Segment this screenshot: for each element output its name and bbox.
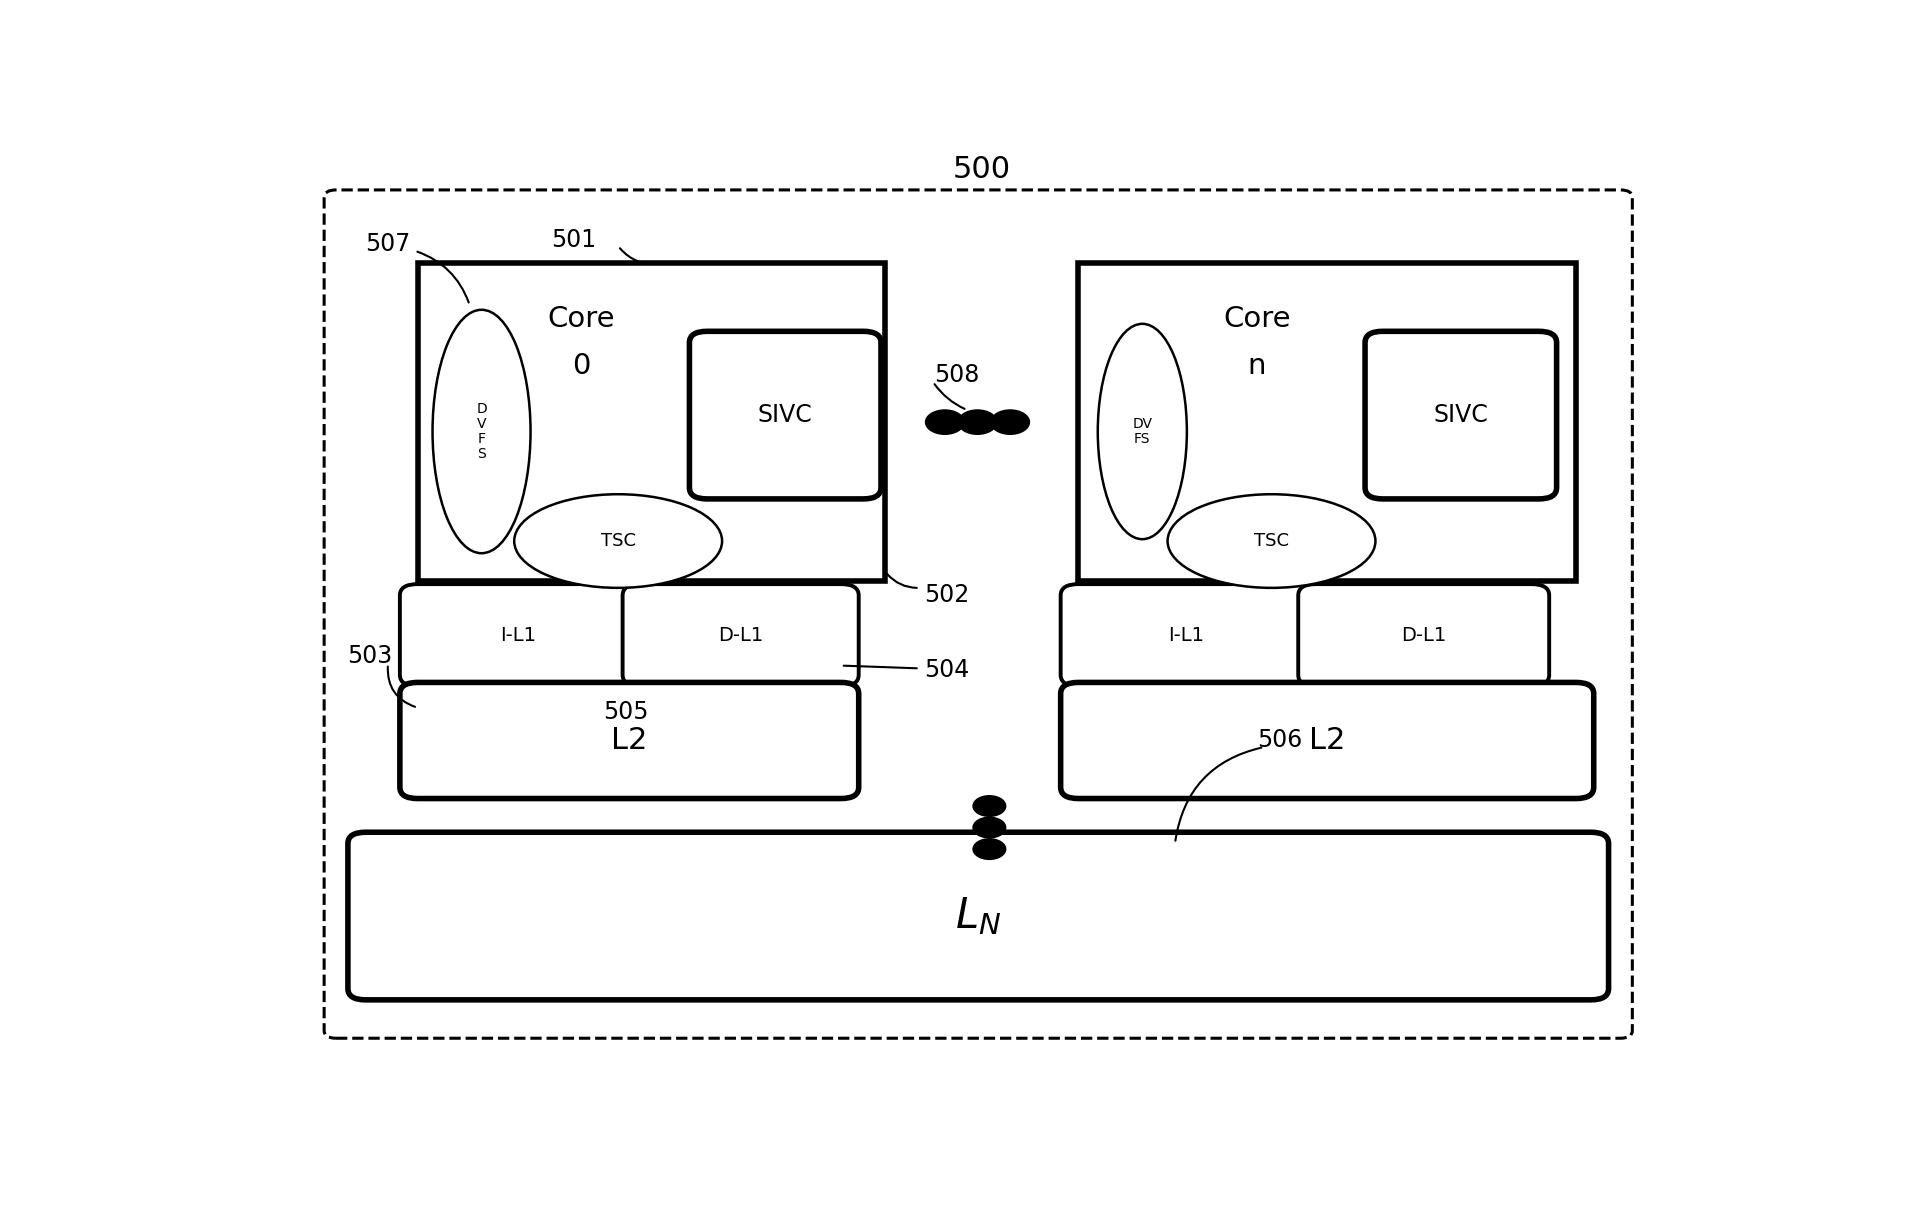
Text: 502: 502: [924, 584, 969, 607]
Text: 504: 504: [924, 658, 969, 682]
Circle shape: [973, 839, 1006, 860]
FancyBboxPatch shape: [349, 832, 1609, 1000]
Text: 505: 505: [604, 700, 648, 725]
Text: 500: 500: [952, 154, 1012, 184]
FancyBboxPatch shape: [1061, 584, 1312, 686]
Circle shape: [958, 410, 996, 434]
Text: 501: 501: [552, 227, 596, 252]
Ellipse shape: [513, 494, 722, 587]
FancyBboxPatch shape: [324, 190, 1632, 1038]
Ellipse shape: [1098, 323, 1186, 539]
FancyBboxPatch shape: [400, 682, 858, 799]
Text: D
V
F
S: D V F S: [477, 401, 487, 461]
Text: L2: L2: [611, 726, 648, 755]
FancyBboxPatch shape: [690, 331, 881, 499]
Text: SIVC: SIVC: [759, 404, 812, 427]
FancyBboxPatch shape: [1364, 331, 1556, 499]
Circle shape: [973, 817, 1006, 838]
Text: L2: L2: [1309, 726, 1345, 755]
Text: 503: 503: [347, 644, 393, 669]
Ellipse shape: [433, 310, 531, 553]
FancyBboxPatch shape: [400, 584, 636, 686]
Text: n: n: [1247, 351, 1266, 379]
Text: SIVC: SIVC: [1433, 404, 1489, 427]
Text: Core: Core: [548, 305, 615, 333]
Ellipse shape: [1167, 494, 1376, 587]
Text: TSC: TSC: [600, 533, 636, 550]
Circle shape: [991, 410, 1029, 434]
Text: 506: 506: [1257, 728, 1301, 753]
FancyBboxPatch shape: [1079, 263, 1575, 581]
Text: $L_N$: $L_N$: [956, 895, 1002, 938]
Text: D-L1: D-L1: [718, 626, 763, 644]
FancyBboxPatch shape: [418, 263, 885, 581]
Text: I-L1: I-L1: [500, 626, 536, 644]
Text: 507: 507: [366, 232, 410, 257]
Circle shape: [973, 795, 1006, 816]
Text: I-L1: I-L1: [1169, 626, 1203, 644]
Text: 0: 0: [571, 351, 590, 379]
Text: TSC: TSC: [1253, 533, 1289, 550]
FancyBboxPatch shape: [1299, 584, 1550, 686]
Circle shape: [925, 410, 964, 434]
FancyBboxPatch shape: [623, 584, 858, 686]
FancyBboxPatch shape: [1061, 682, 1594, 799]
Text: 508: 508: [935, 364, 979, 388]
Text: D-L1: D-L1: [1401, 626, 1447, 644]
Text: Core: Core: [1222, 305, 1289, 333]
Text: DV
FS: DV FS: [1132, 417, 1152, 446]
